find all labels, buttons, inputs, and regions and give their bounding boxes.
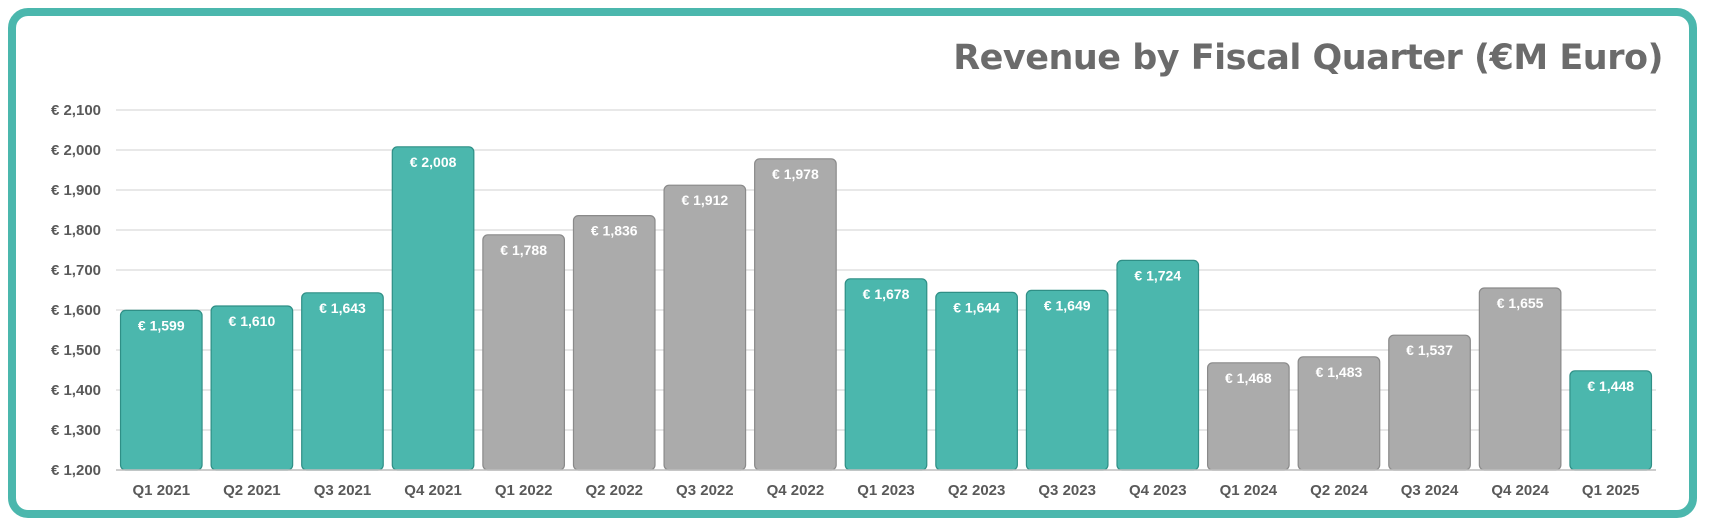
data-label: € 1,644	[953, 299, 1000, 315]
y-tick-label: € 1,300	[51, 422, 101, 439]
data-label: € 1,448	[1587, 378, 1634, 394]
x-tick-label: Q4 2024	[1491, 482, 1549, 499]
bar	[1478, 287, 1562, 471]
bar	[1025, 289, 1109, 471]
data-label: € 1,649	[1044, 297, 1091, 313]
data-label: € 1,912	[681, 192, 728, 208]
data-label: € 1,836	[591, 223, 638, 239]
data-label: € 1,978	[772, 166, 819, 182]
data-label: € 1,599	[138, 317, 185, 333]
data-label: € 1,678	[863, 286, 910, 302]
data-label: € 2,008	[410, 154, 457, 170]
x-tick-label: Q4 2021	[404, 482, 462, 499]
data-label: € 1,537	[1406, 342, 1453, 358]
bar	[1116, 259, 1200, 471]
x-tick-label: Q1 2021	[133, 482, 191, 499]
x-tick-label: Q4 2023	[1129, 482, 1187, 499]
data-label: € 1,788	[500, 242, 547, 258]
y-tick-label: € 2,000	[51, 142, 101, 159]
bar	[119, 309, 203, 471]
bar	[572, 215, 656, 471]
x-tick-label: Q2 2023	[948, 482, 1006, 499]
data-label: € 1,655	[1497, 295, 1544, 311]
y-tick-label: € 1,600	[51, 302, 101, 319]
x-tick-label: Q4 2022	[767, 482, 825, 499]
bar	[754, 158, 837, 471]
y-tick-label: € 1,200	[51, 462, 101, 479]
bar	[482, 234, 566, 471]
x-tick-label: Q1 2025	[1582, 482, 1640, 499]
x-axis: Q1 2021 Q2 2021 Q3 2021 Q4 2021 Q1 2022 Q2 20…	[116, 469, 1656, 499]
bar	[301, 292, 384, 471]
bar	[391, 146, 475, 471]
x-tick-label: Q3 2022	[676, 482, 734, 499]
x-tick-label: Q3 2021	[314, 482, 372, 499]
x-tick-label: Q2 2022	[585, 482, 643, 499]
y-tick-label: € 1,700	[51, 262, 101, 279]
bar	[210, 305, 294, 471]
bar	[935, 291, 1018, 471]
bar	[663, 184, 747, 471]
x-tick-label: Q3 2024	[1401, 482, 1459, 499]
bars: € 1,599 € 1,610 € 1,643 € 2,008 € 1,788 € 1,8…	[119, 146, 1653, 471]
y-tick-label: € 1,500	[51, 342, 101, 359]
x-tick-label: Q1 2023	[857, 482, 915, 499]
x-tick-label: Q1 2022	[495, 482, 553, 499]
y-tick-label: € 1,800	[51, 222, 101, 239]
data-label: € 1,643	[319, 300, 366, 316]
chart-title: Revenue by Fiscal Quarter (€M Euro)	[953, 38, 1663, 78]
x-tick-label: Q3 2023	[1038, 482, 1096, 499]
x-tick-label: Q2 2021	[223, 482, 281, 499]
y-tick-label: € 2,100	[51, 102, 101, 119]
data-label: € 1,724	[1134, 267, 1181, 283]
x-tick-label: Q1 2024	[1220, 482, 1278, 499]
y-axis: € 1,200 € 1,300 € 1,400 € 1,500 € 1,600 € 1,7…	[51, 102, 101, 479]
data-label: € 1,610	[229, 313, 276, 329]
x-tick-label: Q2 2024	[1310, 482, 1368, 499]
data-label: € 1,483	[1316, 364, 1363, 380]
data-label: € 1,468	[1225, 370, 1272, 386]
y-tick-label: € 1,900	[51, 182, 101, 199]
bar	[844, 278, 928, 471]
y-tick-label: € 1,400	[51, 382, 101, 399]
